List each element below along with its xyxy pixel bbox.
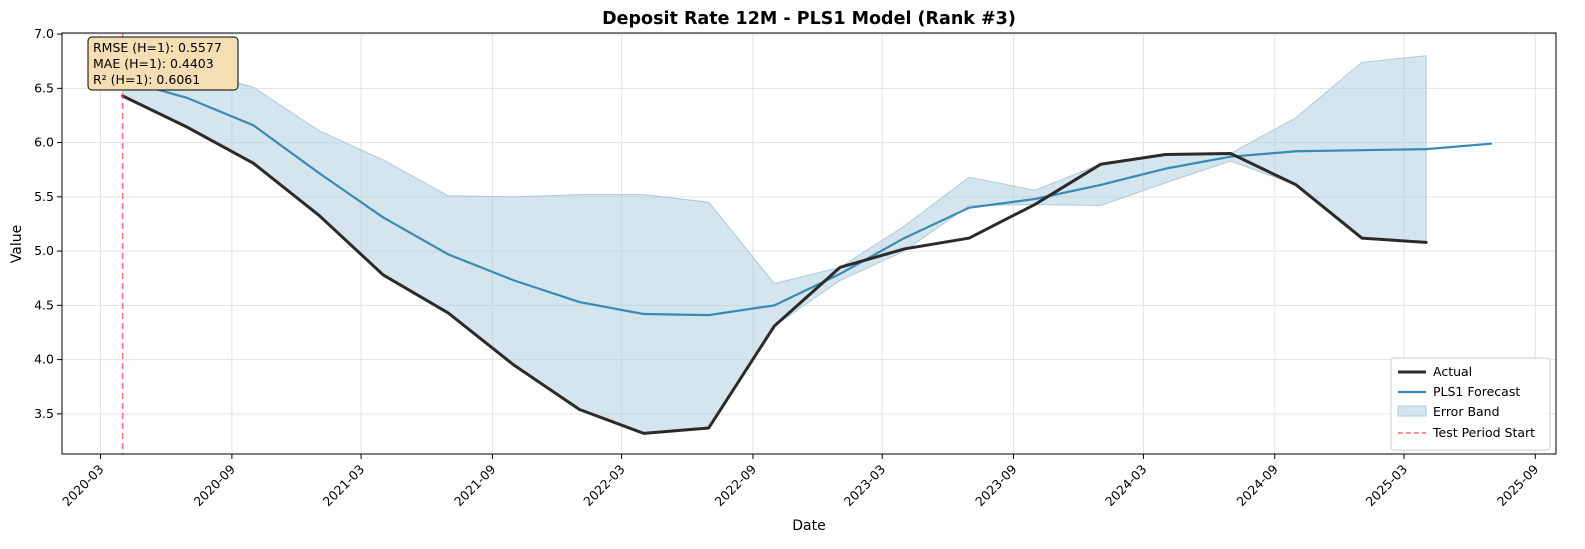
x-tick-label: 2023-09 bbox=[972, 461, 1020, 509]
x-tick-label: 2023-03 bbox=[841, 462, 889, 510]
y-tick-label: 5.5 bbox=[34, 189, 54, 204]
x-tick-label: 2022-09 bbox=[712, 461, 760, 509]
legend-label-test-period: Test Period Start bbox=[1432, 425, 1535, 440]
chart-title: Deposit Rate 12M - PLS1 Model (Rank #3) bbox=[602, 9, 1016, 29]
grid-layer bbox=[62, 33, 1556, 454]
series-line-actual bbox=[121, 94, 1428, 435]
metrics-box: RMSE (H=1): 0.5577 MAE (H=1): 0.4403 R² … bbox=[87, 36, 239, 91]
y-axis-title: Value bbox=[9, 225, 25, 263]
x-tick-label: 2021-09 bbox=[451, 461, 499, 509]
x-tick-label: 2020-09 bbox=[190, 461, 238, 509]
x-tick-label: 2024-09 bbox=[1233, 461, 1281, 509]
x-axis-title: Date bbox=[792, 518, 825, 534]
y-tick-label: 7.0 bbox=[34, 26, 54, 41]
legend-frame bbox=[1390, 357, 1551, 451]
y-tick-label: 4.5 bbox=[34, 297, 54, 312]
y-tick-label: 5.0 bbox=[34, 243, 54, 258]
legend-label-forecast: PLS1 Forecast bbox=[1433, 384, 1520, 399]
y-tick-label: 6.0 bbox=[34, 135, 54, 150]
x-tick-label: 2021-03 bbox=[320, 462, 368, 510]
x-tick-label: 2020-03 bbox=[59, 462, 107, 510]
y-tick-label: 3.5 bbox=[34, 406, 54, 421]
x-tick-label: 2025-09 bbox=[1494, 461, 1542, 509]
legend: Actual PLS1 Forecast Error Band Test Per… bbox=[1390, 357, 1551, 451]
metric-r2: R² (H=1): 0.6061 bbox=[93, 72, 200, 87]
series-layer bbox=[121, 78, 1493, 435]
error-band-area bbox=[122, 55, 1427, 434]
y-tick-label: 6.5 bbox=[34, 80, 54, 95]
x-tick-label: 2025-03 bbox=[1363, 462, 1411, 510]
x-tick-label: 2024-03 bbox=[1102, 462, 1150, 510]
plot-frame bbox=[61, 32, 1557, 455]
error-band-layer bbox=[122, 55, 1427, 434]
metric-mae: MAE (H=1): 0.4403 bbox=[93, 56, 214, 71]
y-tick-label: 4.0 bbox=[34, 352, 54, 367]
legend-label-error-band: Error Band bbox=[1433, 404, 1500, 419]
metric-rmse: RMSE (H=1): 0.5577 bbox=[93, 40, 222, 55]
x-tick-label: 2022-03 bbox=[580, 462, 628, 510]
series-line-forecast bbox=[121, 78, 1493, 317]
legend-swatch-error-band bbox=[1397, 405, 1427, 417]
metrics-box-background bbox=[87, 36, 239, 91]
legend-label-actual: Actual bbox=[1433, 364, 1472, 379]
